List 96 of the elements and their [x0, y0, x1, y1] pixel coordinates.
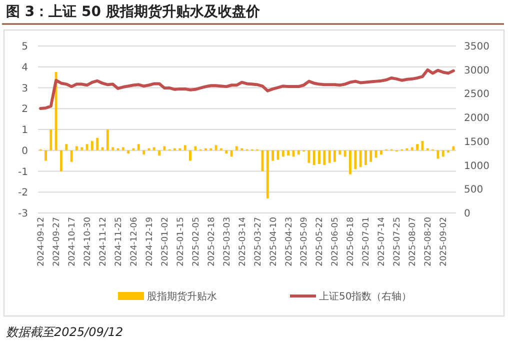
bar — [328, 150, 331, 163]
x-tick-label: 2025-02-05 — [191, 217, 202, 266]
x-tick-label: 2024-09-12 — [36, 217, 47, 266]
x-tick-label: 2024-11-12 — [98, 217, 108, 266]
x-tick-label: 2025-03-03 — [222, 217, 232, 266]
y2-tick-label: 500 — [464, 184, 484, 196]
x-tick-label: 2025-04-10 — [268, 217, 279, 266]
bar — [235, 146, 238, 150]
bar — [436, 150, 440, 159]
y-tick-label: -3 — [18, 208, 28, 220]
bar — [349, 150, 352, 174]
y-tick-label: 0 — [22, 146, 28, 157]
x-tick-label: 2024-10-30 — [83, 217, 93, 266]
bar — [364, 150, 367, 165]
bar — [272, 150, 274, 161]
bar — [60, 150, 62, 172]
bar — [106, 130, 109, 150]
bar — [312, 150, 316, 165]
bar — [96, 138, 99, 150]
y2-tick-label: 2000 — [464, 113, 490, 124]
bar — [142, 150, 145, 155]
chart-title: 图 3：上证 50 股指期货升贴水及收盘价 — [6, 3, 261, 20]
x-tick-label: 2025-05-22 — [315, 217, 326, 266]
y2-tick-label: 1500 — [464, 136, 490, 148]
bar — [308, 150, 310, 163]
bar — [225, 150, 228, 154]
bar — [416, 144, 418, 150]
x-tick-label: 2025-07-25 — [392, 217, 403, 266]
x-tick-label: 2025-02-18 — [206, 217, 217, 266]
bar — [184, 145, 186, 150]
bar — [442, 150, 444, 157]
bar — [370, 150, 372, 162]
y2-tick-label: 3000 — [464, 65, 490, 76]
x-tick-label: 2025-08-20 — [424, 217, 434, 266]
bar — [44, 150, 47, 161]
bar — [90, 140, 94, 150]
bar — [137, 144, 140, 150]
bar — [354, 150, 357, 170]
bar — [158, 150, 160, 156]
x-tick-label: 2025-08-07 — [408, 217, 418, 266]
bar — [323, 150, 326, 165]
bar — [334, 150, 336, 162]
bar — [266, 150, 269, 198]
x-tick-label: 2025-01-02 — [160, 217, 170, 266]
bar — [380, 150, 382, 155]
bar — [122, 147, 124, 150]
y-tick-label: 5 — [22, 42, 28, 52]
x-tick-label: 2024-12-19 — [144, 217, 155, 266]
bar — [282, 150, 284, 157]
bar — [410, 147, 414, 150]
y2-tick-label: 1000 — [464, 160, 490, 172]
x-tick-label: 2025-01-15 — [176, 217, 186, 266]
y-tick-label: 2 — [22, 104, 28, 116]
x-tick-label: 2025-04-23 — [284, 217, 294, 266]
bar — [318, 150, 320, 164]
x-tick-label: 2025-09-02 — [439, 217, 450, 266]
legend-label: 股指期货升贴水 — [147, 290, 217, 302]
x-tick-label: 2025-06-05 — [330, 217, 341, 266]
bar — [54, 72, 58, 150]
x-tick-label: 2025-05-09 — [300, 217, 310, 266]
x-tick-label: 2025-07-14 — [377, 217, 388, 266]
bar — [287, 150, 290, 156]
x-tick-label: 2025-03-27 — [253, 217, 264, 266]
y-tick-label: -2 — [18, 188, 28, 199]
y2-tick-label: 2500 — [464, 89, 490, 100]
x-tick-label: 2025-06-18 — [346, 217, 356, 266]
bar — [163, 146, 166, 150]
bar — [194, 146, 197, 150]
x-tick-label: 2024-12-06 — [129, 217, 140, 266]
y-tick-label: 4 — [22, 62, 28, 74]
x-tick-label: 2024-09-27 — [52, 217, 62, 266]
x-tick-label: 2025-07-01 — [362, 217, 372, 266]
bar — [189, 150, 192, 161]
x-tick-label: 2025-03-14 — [238, 217, 248, 266]
x-tick-label: 2024-11-25 — [114, 217, 124, 266]
y-tick-label: 3 — [22, 83, 28, 94]
y2-tick-label: 3500 — [464, 42, 490, 52]
bar — [50, 130, 52, 150]
bar — [127, 150, 130, 154]
y2-tick-label: 0 — [464, 208, 470, 220]
bar — [338, 150, 342, 155]
bar — [112, 147, 114, 150]
bar — [80, 147, 84, 150]
bar — [76, 146, 78, 150]
y-tick-label: 1 — [22, 125, 28, 136]
y-tick-label: -1 — [18, 166, 28, 178]
bar — [101, 147, 104, 150]
bar — [292, 150, 295, 157]
legend-label: 上证50指数（右轴） — [319, 290, 412, 302]
text: 数据截至2025/09/12 — [6, 325, 124, 339]
bar — [452, 146, 455, 150]
x-tick-label: 2024-10-17 — [68, 217, 78, 266]
line-series — [39, 68, 455, 110]
bar — [297, 150, 300, 155]
bar — [65, 144, 68, 150]
bar — [152, 147, 156, 150]
